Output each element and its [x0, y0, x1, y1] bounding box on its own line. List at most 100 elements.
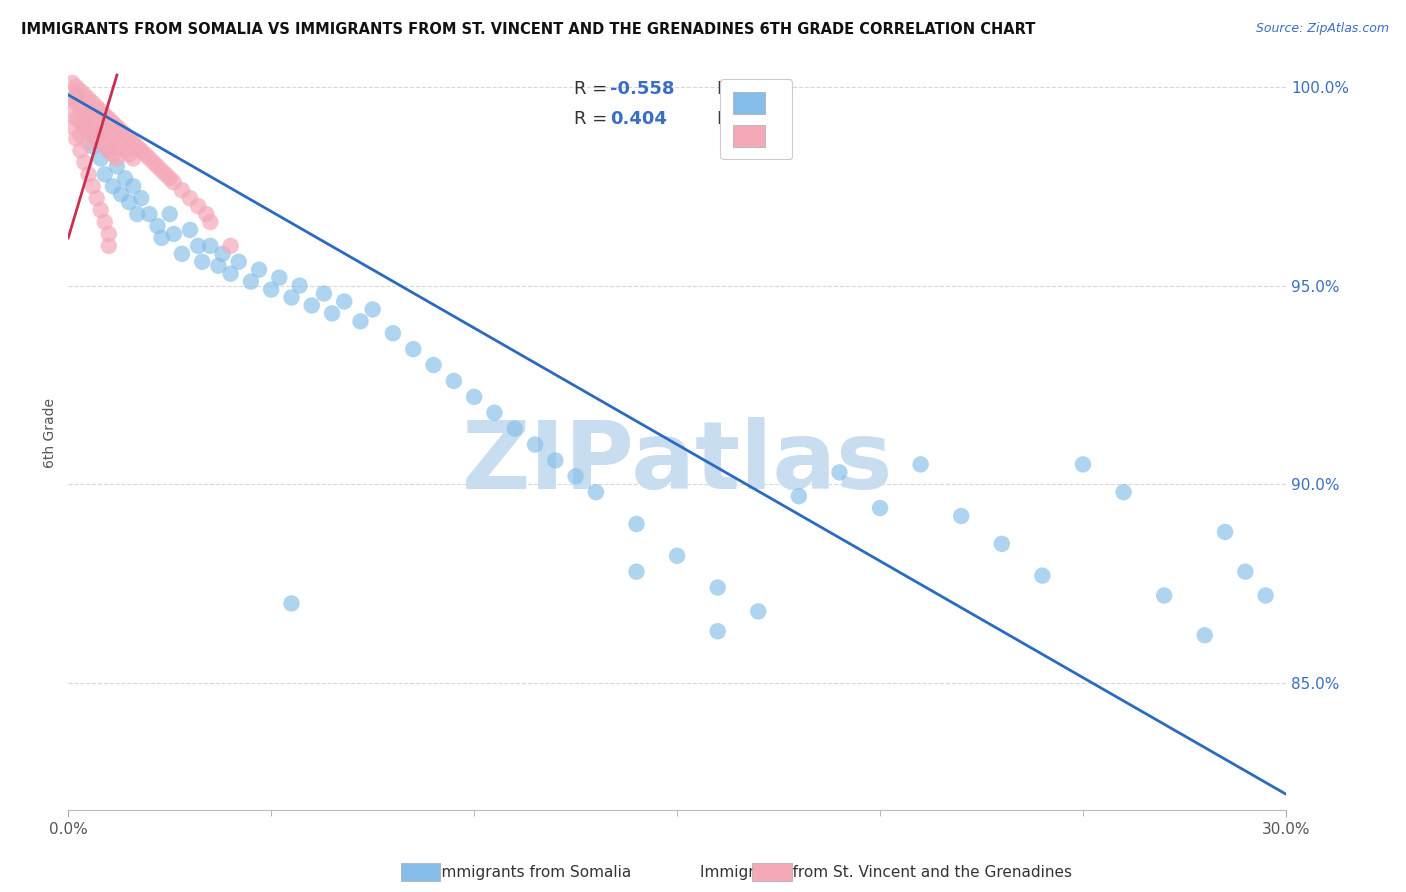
Text: Immigrants from Somalia: Immigrants from Somalia [437, 865, 631, 880]
Point [122, 179, 145, 194]
Point [219, 267, 242, 281]
Point [524, 437, 547, 451]
Point [219, 239, 242, 253]
Point [69, 144, 91, 158]
Point [361, 302, 384, 317]
Point [544, 453, 567, 467]
Point [146, 160, 169, 174]
Point [94, 167, 117, 181]
Point [787, 489, 810, 503]
Point [1254, 589, 1277, 603]
Point [114, 144, 136, 158]
Point [910, 458, 932, 472]
Point [312, 286, 335, 301]
Point [73, 155, 96, 169]
Point [105, 160, 128, 174]
Point [105, 136, 128, 150]
Point [69, 116, 91, 130]
Point [129, 191, 152, 205]
Point [94, 123, 117, 137]
Text: IMMIGRANTS FROM SOMALIA VS IMMIGRANTS FROM ST. VINCENT AND THE GRENADINES 6TH GR: IMMIGRANTS FROM SOMALIA VS IMMIGRANTS FR… [21, 22, 1035, 37]
Point [1112, 485, 1135, 500]
Point [280, 291, 302, 305]
Point [105, 120, 128, 134]
Point [86, 191, 108, 205]
Text: 75: 75 [751, 80, 775, 98]
Point [333, 294, 356, 309]
Point [110, 187, 132, 202]
Text: Source: ZipAtlas.com: Source: ZipAtlas.com [1256, 22, 1389, 36]
Point [228, 254, 250, 268]
Point [86, 128, 108, 142]
Text: N =: N = [717, 80, 758, 98]
Point [114, 171, 136, 186]
Point [118, 147, 141, 161]
Point [155, 167, 177, 181]
Point [706, 581, 728, 595]
Point [94, 108, 117, 122]
Point [65, 131, 87, 145]
Point [77, 92, 100, 106]
Point [191, 254, 214, 268]
Legend: , : , [720, 79, 793, 160]
Text: R =: R = [574, 80, 613, 98]
Point [60, 76, 83, 90]
Point [163, 175, 186, 189]
Point [280, 597, 302, 611]
Point [869, 501, 891, 516]
Point [138, 152, 160, 166]
Point [207, 259, 229, 273]
Text: -0.558: -0.558 [610, 80, 675, 98]
Point [60, 120, 83, 134]
Point [127, 139, 149, 153]
Point [1234, 565, 1257, 579]
Point [321, 306, 343, 320]
Point [97, 144, 120, 158]
Point [381, 326, 404, 341]
Point [118, 195, 141, 210]
Point [90, 103, 112, 118]
Point [122, 152, 145, 166]
Point [422, 358, 444, 372]
Point [288, 278, 311, 293]
Point [101, 131, 124, 145]
Point [90, 136, 112, 150]
Point [239, 275, 262, 289]
Point [991, 537, 1014, 551]
Point [150, 231, 173, 245]
Point [269, 270, 291, 285]
Point [97, 112, 120, 126]
Point [170, 247, 193, 261]
Point [666, 549, 689, 563]
Point [82, 179, 104, 194]
Point [159, 207, 181, 221]
Point [260, 283, 283, 297]
Point [301, 298, 323, 312]
Point [626, 516, 648, 531]
Point [82, 112, 104, 126]
Point [101, 179, 124, 194]
Point [90, 203, 112, 218]
Point [77, 108, 100, 122]
Point [97, 144, 120, 158]
Text: 73: 73 [751, 110, 775, 128]
Point [247, 262, 270, 277]
Point [69, 84, 91, 98]
Point [69, 100, 91, 114]
Point [170, 183, 193, 197]
Point [110, 139, 132, 153]
Point [73, 108, 96, 122]
Point [200, 215, 222, 229]
Text: N =: N = [717, 110, 758, 128]
Point [101, 147, 124, 161]
Point [94, 215, 117, 229]
Point [349, 314, 371, 328]
Point [402, 342, 425, 356]
Point [134, 147, 156, 161]
Point [626, 565, 648, 579]
Point [138, 207, 160, 221]
Point [950, 509, 973, 524]
Point [747, 604, 769, 618]
Point [65, 79, 87, 94]
Point [200, 239, 222, 253]
